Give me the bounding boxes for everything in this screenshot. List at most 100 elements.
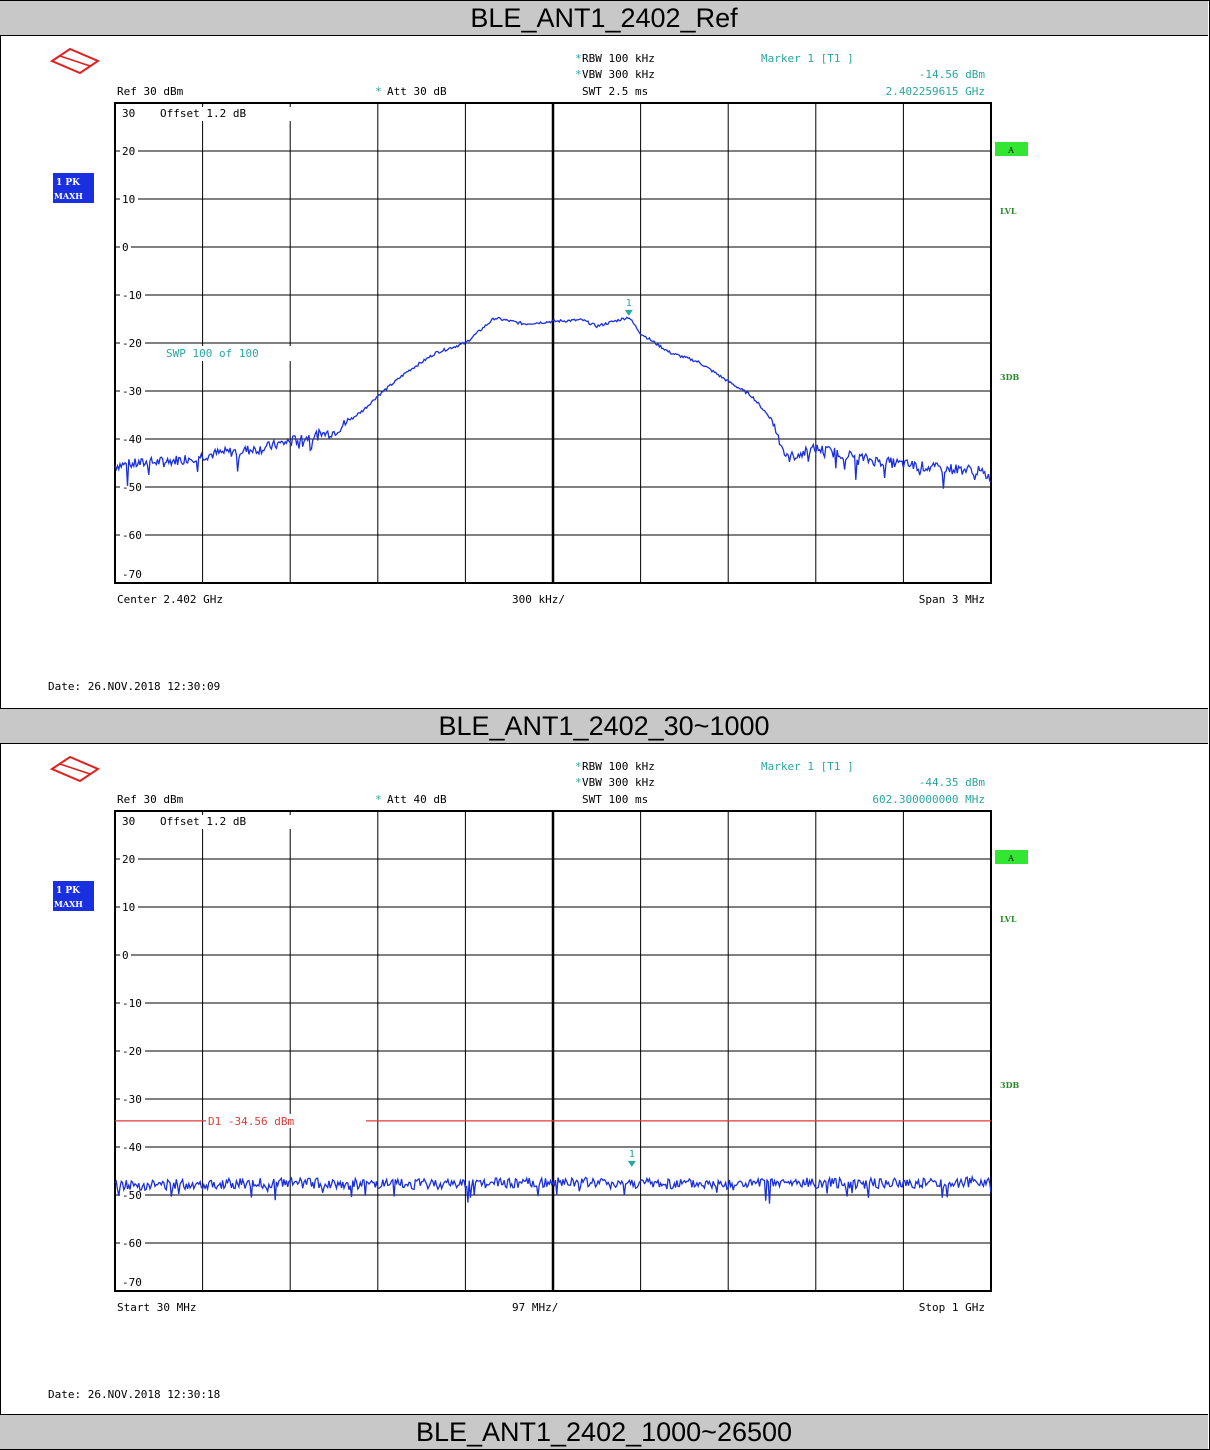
swt-label: SWT 100 ms	[582, 793, 648, 806]
date-stamp: Date: 26.NOV.2018 12:30:18	[48, 1388, 220, 1401]
side-tag-a-label: A	[1007, 146, 1014, 155]
side-tag-a	[995, 850, 1028, 864]
y-tick-label: -60	[122, 529, 142, 542]
date-stamp: Date: 26.NOV.2018 12:30:09	[48, 680, 220, 693]
y-tick-label: 10	[122, 193, 135, 206]
y-tick-label: 20	[122, 853, 135, 866]
tick-label-bg	[120, 1045, 145, 1057]
trace-badge-label: 1 PK	[56, 886, 81, 896]
swt-label: SWT 2.5 ms	[582, 85, 648, 98]
y-tick-label: 30	[122, 107, 135, 120]
tick-label-bg	[120, 1093, 145, 1105]
trace-line	[114, 316, 992, 489]
y-tick-label: -20	[122, 337, 142, 350]
offset-bg	[155, 107, 335, 121]
x-axis-division-label: 97 MHz/	[512, 1301, 558, 1314]
marker-level: -44.35 dBm	[919, 776, 986, 789]
tick-label-bg	[120, 193, 138, 205]
star-mark: *	[575, 776, 582, 789]
star-mark: *	[375, 85, 382, 98]
y-tick-label: 10	[122, 901, 135, 914]
ref-level-label: Ref 30 dBm	[117, 85, 184, 98]
tick-label-bg	[120, 901, 138, 913]
y-tick-label: -10	[122, 289, 142, 302]
trace-badge-label: 1 PK	[56, 178, 81, 188]
y-tick-label: -50	[122, 1189, 142, 1202]
marker-level: -14.56 dBm	[919, 68, 986, 81]
x-axis-start-label: Center 2.402 GHz	[117, 593, 223, 606]
y-tick-label: 20	[122, 145, 135, 158]
trace-line	[114, 1174, 992, 1204]
side-tag-lvl: LVL	[1000, 914, 1017, 924]
rs-logo-icon	[49, 755, 101, 783]
section-title: BLE_ANT1_2402_30~1000	[0, 708, 1208, 744]
marker-number: 1	[629, 1149, 635, 1160]
tick-label-bg	[120, 997, 145, 1009]
star-mark: *	[575, 760, 582, 773]
spectrum-panel: * RBW 100 kHz * VBW 300 kHz SWT 2.5 ms Ref 30…	[0, 36, 1208, 706]
vbw-label: VBW 300 kHz	[582, 776, 655, 789]
trace-badge	[53, 881, 94, 911]
y-tick-label: 0	[122, 241, 129, 254]
star-mark: *	[375, 793, 382, 806]
tick-label-bg	[120, 529, 145, 541]
y-tick-label: -30	[122, 1093, 142, 1106]
marker-triangle	[624, 309, 633, 316]
y-tick-label: -30	[122, 385, 142, 398]
tick-label-bg	[120, 481, 145, 493]
marker-frequency: 2.402259615 GHz	[886, 85, 985, 98]
marker-title: Marker 1 [T1 ]	[761, 52, 854, 65]
x-axis-end-label: Span 3 MHz	[919, 593, 985, 606]
trace-badge	[53, 173, 94, 203]
side-tag-a	[995, 142, 1028, 156]
ref-level-label: Ref 30 dBm	[117, 793, 184, 806]
marker-number: 1	[626, 298, 632, 309]
section-title: BLE_ANT1_2402_Ref	[0, 0, 1208, 36]
star-mark: *	[575, 68, 582, 81]
tick-label-bg	[120, 1189, 145, 1201]
side-tag-3db: 3DB	[1000, 372, 1020, 382]
tick-label-bg	[120, 337, 145, 349]
attenuation-label: Att 40 dB	[387, 793, 447, 806]
y-tick-label: -40	[122, 1141, 142, 1154]
tick-label-bg	[120, 949, 131, 961]
tick-label-bg	[120, 289, 145, 301]
trace-badge-label: MAXH	[54, 899, 83, 909]
display-line-label: D1 -34.56 dBm	[208, 1115, 294, 1128]
rbw-label: RBW 100 kHz	[582, 760, 655, 773]
section-title: BLE_ANT1_2402_1000~26500	[0, 1414, 1208, 1450]
y-tick-label: -10	[122, 997, 142, 1010]
marker-frequency: 602.300000000 MHz	[872, 793, 985, 806]
spectrum-panel: * RBW 100 kHz * VBW 300 kHz SWT 100 ms Ref 30…	[0, 744, 1208, 1414]
tick-label-bg	[120, 433, 145, 445]
sweep-count: SWP 100 of 100	[166, 347, 259, 360]
marker-triangle	[627, 1160, 636, 1167]
side-tag-a-label: A	[1007, 854, 1014, 863]
y-tick-label: 0	[122, 949, 129, 962]
tick-label-bg	[120, 385, 145, 397]
display-line-bg	[206, 1113, 366, 1128]
tick-label-bg	[120, 145, 138, 157]
rs-logo-icon	[49, 47, 101, 75]
tick-label-bg	[120, 241, 131, 253]
y-tick-label: -50	[122, 481, 142, 494]
y-tick-label: -70	[122, 568, 142, 581]
star-mark: *	[575, 52, 582, 65]
side-tag-lvl: LVL	[1000, 206, 1017, 216]
sweep-bg	[163, 346, 368, 361]
x-axis-division-label: 300 kHz/	[512, 593, 565, 606]
side-tag-3db: 3DB	[1000, 1080, 1020, 1090]
vbw-label: VBW 300 kHz	[582, 68, 655, 81]
y-tick-label: -70	[122, 1276, 142, 1289]
y-tick-label: 30	[122, 815, 135, 828]
tick-label-bg	[120, 1141, 145, 1153]
rbw-label: RBW 100 kHz	[582, 52, 655, 65]
x-axis-start-label: Start 30 MHz	[117, 1301, 196, 1314]
tick-label-bg	[120, 853, 138, 865]
attenuation-label: Att 30 dB	[387, 85, 447, 98]
y-tick-label: -20	[122, 1045, 142, 1058]
marker-title: Marker 1 [T1 ]	[761, 760, 854, 773]
x-axis-end-label: Stop 1 GHz	[919, 1301, 985, 1314]
